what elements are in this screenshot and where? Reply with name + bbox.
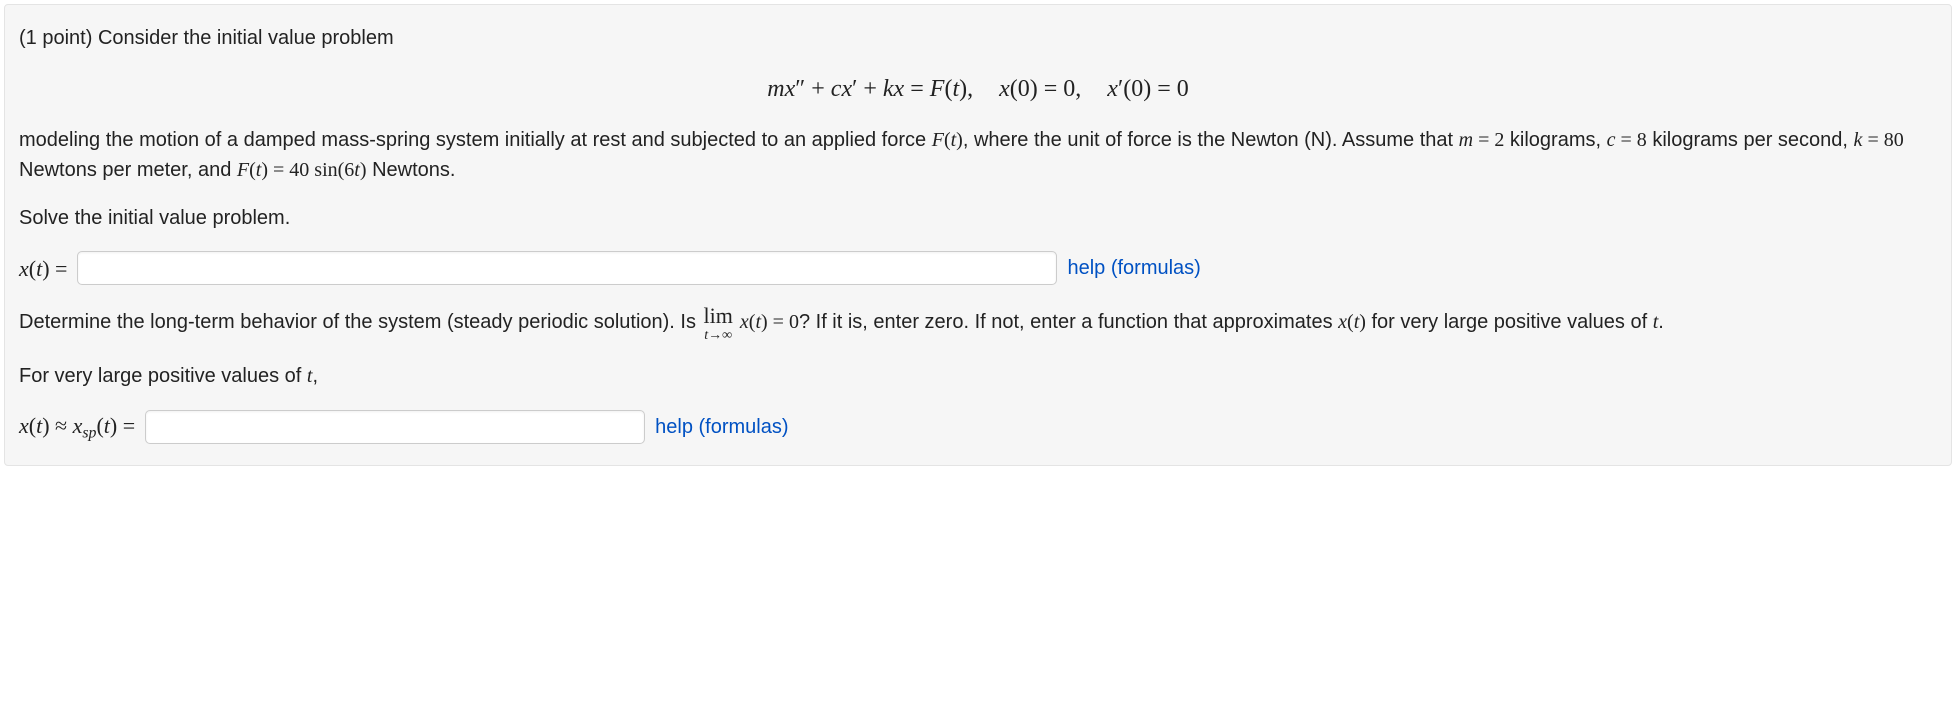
longterm-post1: ? If it is, enter zero. If not, enter a … — [799, 311, 1338, 333]
longterm-post2: for very large positive values of — [1366, 311, 1653, 333]
trailing-comma: , — [312, 365, 318, 387]
m-unit: kilograms, — [1504, 129, 1606, 151]
help-formulas-link-1[interactable]: help (formulas) — [1067, 253, 1200, 283]
lim-sub: t→∞ — [704, 329, 733, 343]
modeling-paragraph: modeling the motion of a damped mass-spr… — [19, 125, 1937, 185]
xsp-answer-input[interactable] — [145, 410, 645, 444]
modeling-mid: , where the unit of force is the Newton … — [963, 129, 1459, 151]
m-value: 2 — [1494, 129, 1504, 151]
longterm-paragraph: Determine the long-term behavior of the … — [19, 305, 1937, 343]
solve-instruction: Solve the initial value problem. — [19, 203, 1937, 233]
for-large-t-text: For very large positive values of — [19, 365, 307, 387]
k-value: 80 — [1884, 129, 1904, 151]
answer-row-2: x(t) ≈ xsp(t) = help (formulas) — [19, 409, 1937, 445]
longterm-xt: x — [1338, 311, 1347, 333]
F-unit: Newtons. — [367, 159, 456, 181]
answer-row-1: x(t) = help (formulas) — [19, 251, 1937, 285]
xt-answer-input[interactable] — [77, 251, 1057, 285]
c-unit: kilograms per second, — [1647, 129, 1854, 151]
k-unit: Newtons per meter, and — [19, 159, 237, 181]
points-label: (1 point) — [19, 27, 92, 49]
xt-equals-label: x(t) = — [19, 252, 67, 285]
limit-expression: lim t→∞ — [704, 305, 733, 343]
F-of-t: F — [932, 129, 944, 151]
main-equation: mx″ + cx′ + kx = F(t), x(0) = 0, x′(0) =… — [19, 71, 1937, 107]
for-large-t-line: For very large positive values of t, — [19, 361, 1937, 391]
xsp-equals-label: x(t) ≈ xsp(t) = — [19, 409, 135, 445]
longterm-post3: . — [1658, 311, 1664, 333]
lim-text: lim — [704, 305, 733, 327]
longterm-pre: Determine the long-term behavior of the … — [19, 311, 702, 333]
modeling-prefix: modeling the motion of a damped mass-spr… — [19, 129, 932, 151]
help-formulas-link-2[interactable]: help (formulas) — [655, 412, 788, 442]
xsp-subscript: sp — [82, 424, 96, 441]
problem-container: (1 point) Consider the initial value pro… — [4, 4, 1952, 466]
c-value: 8 — [1637, 129, 1647, 151]
intro-line: (1 point) Consider the initial value pro… — [19, 23, 1937, 53]
F-expr: 40 sin(6t) — [289, 159, 366, 181]
intro-text: Consider the initial value problem — [98, 27, 394, 49]
